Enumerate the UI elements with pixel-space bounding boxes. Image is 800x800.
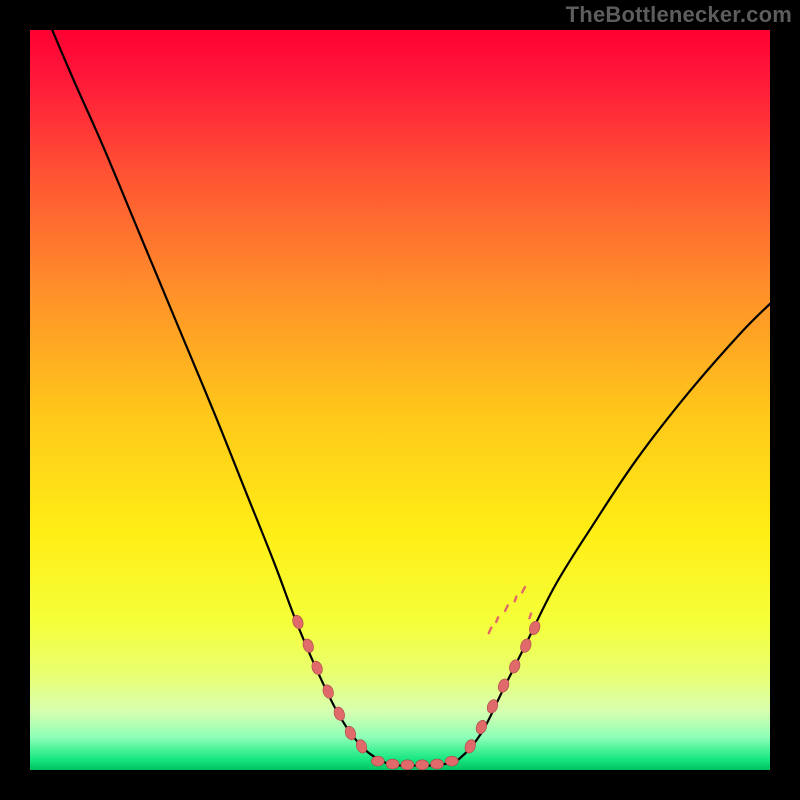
curve-marker — [445, 756, 458, 766]
curve-marker — [371, 756, 384, 766]
fringe-tick — [530, 614, 532, 619]
plot-area — [30, 30, 770, 770]
watermark-text: TheBottlenecker.com — [566, 2, 792, 28]
chart-svg — [30, 30, 770, 770]
curve-marker — [431, 759, 444, 769]
frame: TheBottlenecker.com — [0, 0, 800, 800]
curve-marker — [386, 759, 399, 769]
gradient-background — [30, 30, 770, 770]
fringe-tick — [515, 597, 517, 602]
curve-marker — [401, 760, 414, 770]
curve-marker — [416, 760, 429, 770]
